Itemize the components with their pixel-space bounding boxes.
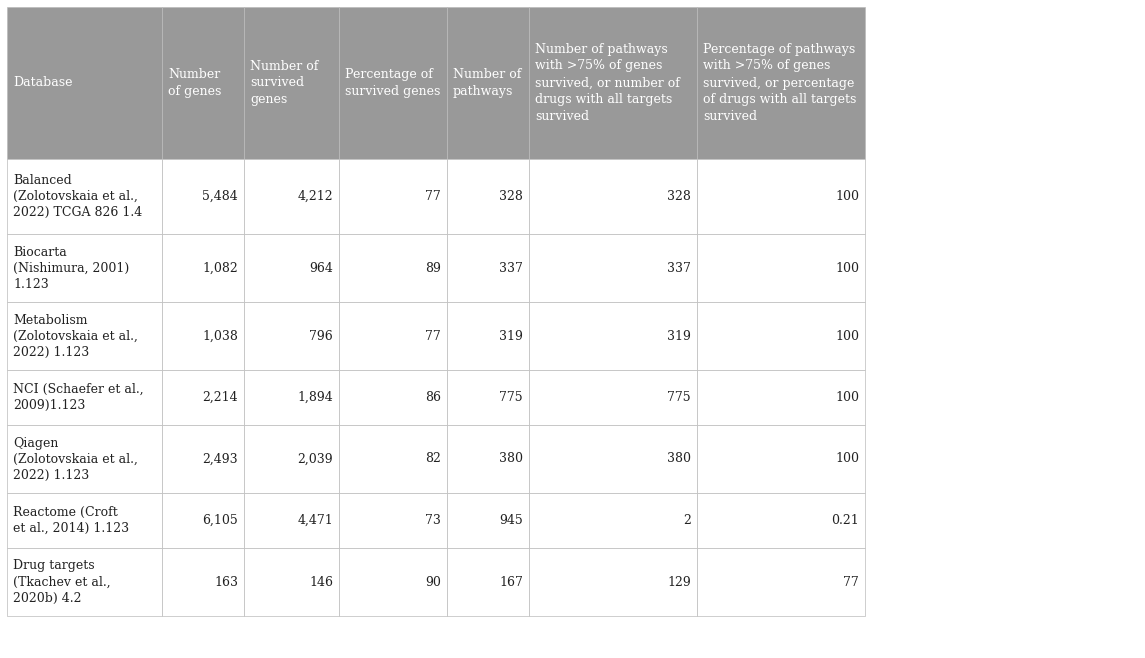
Bar — [244, 548, 339, 616]
Bar — [697, 7, 864, 159]
Bar — [7, 548, 161, 616]
Text: 328: 328 — [668, 190, 690, 203]
Bar — [161, 370, 244, 425]
Text: Number of
pathways: Number of pathways — [453, 68, 521, 98]
Bar — [529, 548, 697, 616]
Bar — [529, 370, 697, 425]
Text: Metabolism
(Zolotovskaia et al.,
2022) 1.123: Metabolism (Zolotovskaia et al., 2022) 1… — [13, 313, 137, 359]
Text: 337: 337 — [668, 261, 690, 274]
Text: 77: 77 — [425, 190, 441, 203]
Text: 100: 100 — [835, 391, 859, 404]
Bar — [447, 370, 529, 425]
Bar — [7, 7, 161, 159]
Text: NCI (Schaefer et al.,
2009)1.123: NCI (Schaefer et al., 2009)1.123 — [13, 383, 143, 412]
Text: 319: 319 — [499, 330, 523, 343]
Text: 2: 2 — [684, 514, 690, 527]
Bar — [697, 159, 864, 234]
Bar — [339, 370, 447, 425]
Bar — [447, 234, 529, 302]
Bar — [161, 7, 244, 159]
Text: 4,471: 4,471 — [298, 514, 333, 527]
Bar — [7, 159, 161, 234]
Bar — [339, 159, 447, 234]
Text: 89: 89 — [425, 261, 441, 274]
Text: 1,038: 1,038 — [203, 330, 238, 343]
Text: 163: 163 — [214, 576, 238, 588]
Text: 100: 100 — [835, 330, 859, 343]
Text: 4,212: 4,212 — [298, 190, 333, 203]
Bar — [339, 493, 447, 548]
Bar — [7, 370, 161, 425]
Bar — [7, 425, 161, 493]
Bar — [339, 302, 447, 370]
Text: Database: Database — [13, 76, 72, 89]
Bar — [244, 302, 339, 370]
Bar — [447, 548, 529, 616]
Bar — [244, 425, 339, 493]
Bar — [447, 425, 529, 493]
Text: 319: 319 — [668, 330, 690, 343]
Text: 380: 380 — [668, 453, 690, 465]
Bar — [161, 302, 244, 370]
Text: Reactome (Croft
et al., 2014) 1.123: Reactome (Croft et al., 2014) 1.123 — [13, 506, 129, 535]
Text: 86: 86 — [425, 391, 441, 404]
Bar — [244, 234, 339, 302]
Text: 167: 167 — [499, 576, 523, 588]
Bar — [339, 7, 447, 159]
Text: 77: 77 — [843, 576, 859, 588]
Text: 796: 796 — [309, 330, 333, 343]
Text: 100: 100 — [835, 190, 859, 203]
Bar — [529, 7, 697, 159]
Bar — [339, 548, 447, 616]
Text: 100: 100 — [835, 261, 859, 274]
Bar — [697, 370, 864, 425]
Text: 328: 328 — [499, 190, 523, 203]
Text: Balanced
(Zolotovskaia et al.,
2022) TCGA 826 1.4: Balanced (Zolotovskaia et al., 2022) TCG… — [13, 174, 142, 219]
Bar — [161, 234, 244, 302]
Bar — [161, 159, 244, 234]
Bar — [697, 493, 864, 548]
Text: 2,039: 2,039 — [298, 453, 333, 465]
Bar — [244, 159, 339, 234]
Text: 337: 337 — [499, 261, 523, 274]
Bar — [447, 7, 529, 159]
Text: 77: 77 — [425, 330, 441, 343]
Text: Qiagen
(Zolotovskaia et al.,
2022) 1.123: Qiagen (Zolotovskaia et al., 2022) 1.123 — [13, 436, 137, 482]
Bar — [447, 493, 529, 548]
Text: 1,082: 1,082 — [203, 261, 238, 274]
Text: Drug targets
(Tkachev et al.,
2020b) 4.2: Drug targets (Tkachev et al., 2020b) 4.2 — [13, 559, 111, 605]
Bar — [339, 425, 447, 493]
Text: 129: 129 — [668, 576, 690, 588]
Bar — [161, 493, 244, 548]
Bar — [244, 493, 339, 548]
Text: 82: 82 — [425, 453, 441, 465]
Bar — [244, 370, 339, 425]
Text: 380: 380 — [499, 453, 523, 465]
Bar — [529, 234, 697, 302]
Text: Percentage of pathways
with >75% of genes
survived, or percentage
of drugs with : Percentage of pathways with >75% of gene… — [703, 43, 856, 124]
Bar — [7, 493, 161, 548]
Bar — [7, 234, 161, 302]
Text: 2,214: 2,214 — [203, 391, 238, 404]
Bar — [161, 425, 244, 493]
Text: Number of pathways
with >75% of genes
survived, or number of
drugs with all targ: Number of pathways with >75% of genes su… — [535, 43, 680, 124]
Bar — [529, 159, 697, 234]
Bar — [529, 493, 697, 548]
Bar — [161, 548, 244, 616]
Bar — [447, 159, 529, 234]
Text: Number of
survived
genes: Number of survived genes — [250, 59, 318, 107]
Text: 100: 100 — [835, 453, 859, 465]
Bar — [529, 302, 697, 370]
Text: 0.21: 0.21 — [831, 514, 859, 527]
Bar — [697, 425, 864, 493]
Text: 146: 146 — [309, 576, 333, 588]
Bar — [697, 234, 864, 302]
Text: 964: 964 — [309, 261, 333, 274]
Text: Biocarta
(Nishimura, 2001)
1.123: Biocarta (Nishimura, 2001) 1.123 — [13, 245, 129, 290]
Bar — [7, 302, 161, 370]
Bar — [529, 425, 697, 493]
Text: 945: 945 — [499, 514, 523, 527]
Text: Percentage of
survived genes: Percentage of survived genes — [345, 68, 441, 98]
Bar — [697, 548, 864, 616]
Text: Number
of genes: Number of genes — [168, 68, 221, 98]
